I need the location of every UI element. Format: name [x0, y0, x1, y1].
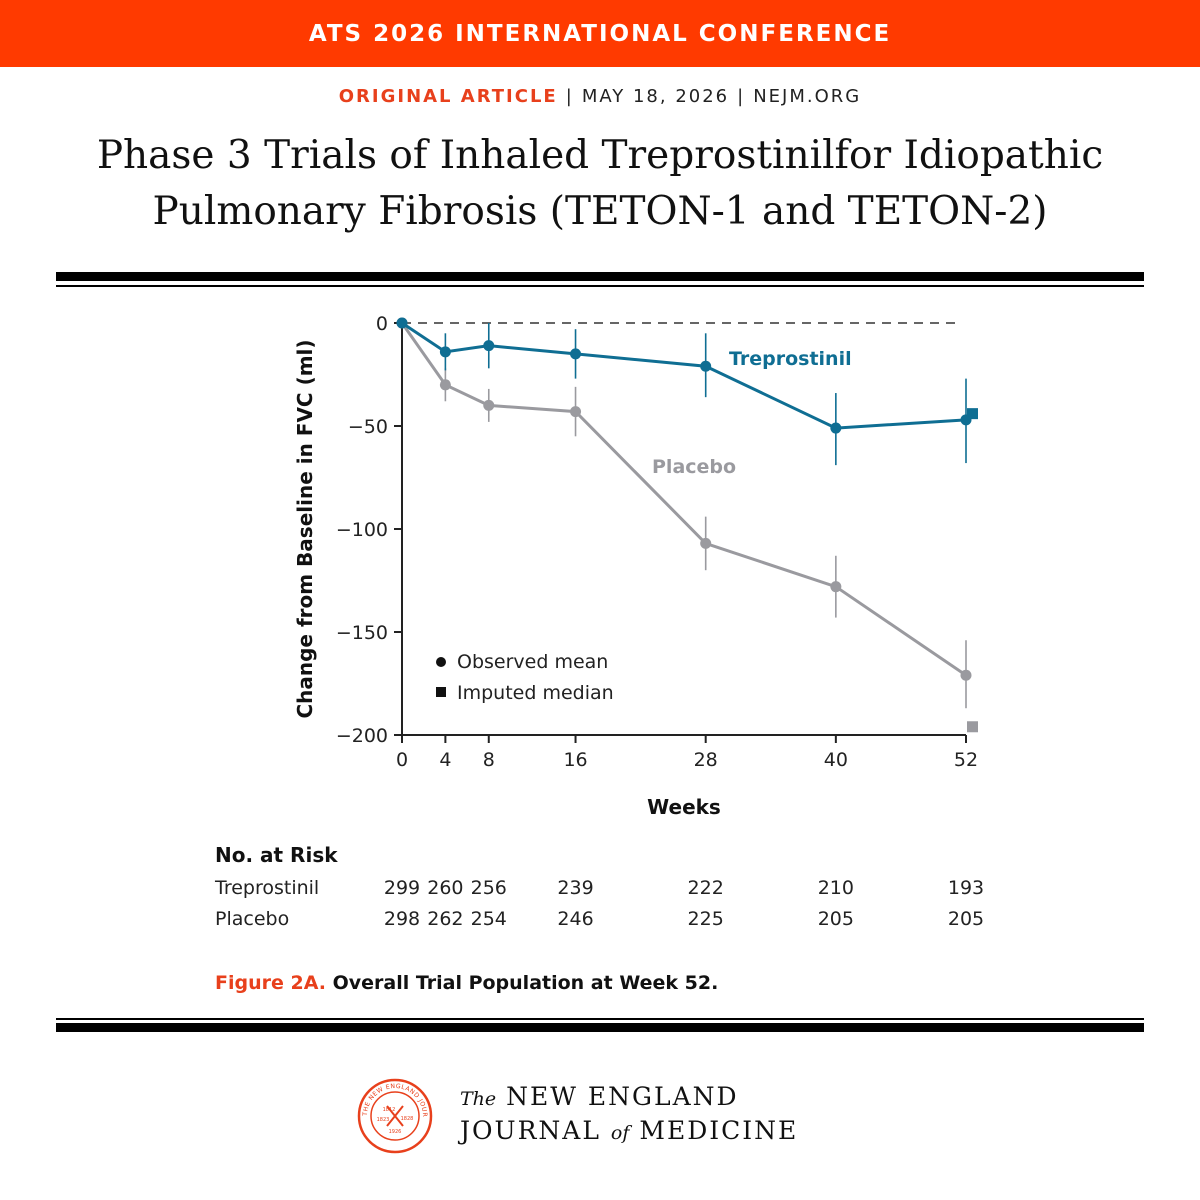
y-tick-label: −50 — [348, 416, 388, 438]
risk-row-placebo: Placebo 298 262 254 246 225 205 205 — [0, 908, 1200, 934]
meta-separator: | — [565, 86, 574, 107]
x-tick-label: 0 — [396, 749, 408, 771]
masthead-new-england: NEW ENGLAND — [506, 1082, 739, 1111]
series-label-placebo: Placebo — [652, 456, 736, 478]
masthead-line-1: The NEW ENGLAND — [460, 1082, 739, 1111]
bottom-rule-thick — [56, 1023, 1144, 1032]
point-treprostinil — [396, 317, 408, 329]
x-axis-label: Weeks — [647, 795, 721, 819]
y-axis-ticks: 0 −50 −100 −150 −200 — [336, 313, 402, 747]
risk-cell: 262 — [427, 908, 464, 930]
seal-year-bottom: 1926 — [389, 1129, 402, 1135]
imputed-median-placebo — [967, 721, 978, 733]
article-title: Phase 3 Trials of Inhaled Treprostinilfo… — [40, 128, 1160, 240]
x-tick-label: 28 — [694, 749, 718, 771]
meta-separator: | — [737, 86, 746, 107]
legend-observed-label: Observed mean — [457, 651, 608, 673]
x-tick-label: 40 — [824, 749, 848, 771]
title-line-1: Phase 3 Trials of Inhaled Treprostinilfo… — [96, 133, 1104, 178]
risk-cell: 193 — [947, 877, 985, 899]
risk-cell: 205 — [947, 908, 985, 930]
x-tick-label: 16 — [563, 749, 587, 771]
article-date: MAY 18, 2026 — [581, 86, 730, 107]
legend-imputed-label: Imputed median — [457, 682, 614, 704]
fvc-chart: 0 −50 −100 −150 −200 0 4 8 16 28 40 52 Change from… — [293, 313, 978, 819]
legend-imputed-marker — [436, 687, 446, 697]
point-treprostinil — [830, 422, 842, 434]
series-line-placebo — [400, 322, 967, 677]
x-tick-label: 8 — [483, 749, 495, 771]
risk-cell: 256 — [470, 877, 507, 899]
point-placebo — [830, 581, 842, 593]
series-layer — [396, 317, 978, 733]
risk-row-label: Placebo — [215, 908, 290, 930]
article-meta: ORIGINAL ARTICLE | MAY 18, 2026 | NEJM.ORG — [0, 86, 1200, 107]
seal-year-right: 1828 — [401, 1116, 414, 1122]
y-tick-label: −200 — [336, 725, 388, 747]
seal-inner-ring — [370, 1091, 420, 1141]
risk-cell: 225 — [687, 908, 724, 930]
bottom-rule-thin — [56, 1018, 1144, 1020]
series-label-treprostinil: Treprostinil — [729, 348, 852, 370]
risk-cell: 210 — [817, 877, 854, 899]
point-treprostinil — [483, 340, 495, 352]
top-rule-thick — [56, 272, 1144, 281]
conference-banner: ATS 2026 INTERNATIONAL CONFERENCE — [0, 0, 1200, 67]
seal-outer-ring — [357, 1078, 433, 1154]
figure-caption-text: Overall Trial Population at Week 52. — [326, 972, 719, 994]
point-placebo — [570, 406, 582, 418]
imputed-median-treprostinil — [967, 408, 978, 420]
nejm-seal-logo: THE NEW ENGLAND JOURNAL OF MEDICINE 1812… — [357, 1078, 433, 1154]
point-treprostinil — [570, 348, 582, 360]
risk-cell: 298 — [383, 908, 421, 930]
masthead-of: of — [610, 1122, 630, 1144]
masthead-journal: JOURNAL — [460, 1116, 601, 1145]
masthead-the: The — [460, 1088, 497, 1110]
risk-cell: 246 — [557, 908, 594, 930]
point-placebo — [700, 537, 712, 549]
series-placebo — [396, 317, 978, 733]
x-tick-label: 52 — [954, 749, 978, 771]
point-placebo — [439, 379, 451, 391]
y-tick-label: 0 — [376, 313, 388, 335]
masthead-medicine: MEDICINE — [639, 1116, 799, 1145]
seal-year-inner: 1823 — [377, 1117, 390, 1123]
risk-cell: 299 — [383, 877, 421, 899]
legend-observed-marker — [436, 657, 446, 667]
risk-row-label: Treprostinil — [215, 877, 320, 899]
risk-row-treprostinil: Treprostinil 299 260 256 239 222 210 193 — [0, 877, 1200, 903]
series-line-treprostinil — [401, 321, 967, 430]
point-treprostinil — [439, 346, 451, 358]
article-site: NEJM.ORG — [753, 86, 862, 107]
top-rule-thin — [56, 285, 1144, 287]
risk-cell: 260 — [427, 877, 464, 899]
risk-cell: 222 — [687, 877, 724, 899]
y-tick-label: −150 — [336, 622, 388, 644]
seal-emblem — [386, 1105, 404, 1127]
article-type: ORIGINAL ARTICLE — [338, 86, 558, 107]
banner-text: ATS 2026 INTERNATIONAL CONFERENCE — [308, 20, 892, 47]
y-axis-label: Change from Baseline in FVC (ml) — [293, 339, 317, 718]
figure-label: Figure 2A. — [215, 972, 326, 994]
risk-cell: 254 — [470, 908, 507, 930]
risk-table-title: No. at Risk — [215, 843, 338, 867]
masthead-line-2: JOURNAL of MEDICINE — [460, 1116, 798, 1145]
risk-cell: 205 — [817, 908, 854, 930]
chart-legend: Observed mean Imputed median — [436, 651, 614, 704]
point-treprostinil — [700, 360, 712, 372]
point-placebo — [960, 669, 972, 681]
figure-caption: Figure 2A. Overall Trial Population at W… — [215, 972, 718, 994]
y-tick-label: −100 — [336, 519, 388, 541]
x-tick-label: 4 — [439, 749, 451, 771]
x-axis-ticks: 0 4 8 16 28 40 52 — [396, 735, 978, 771]
series-treprostinil — [396, 317, 978, 466]
risk-cell: 239 — [557, 877, 594, 899]
title-line-2: Pulmonary Fibrosis (TETON-1 and TETON-2) — [152, 189, 1048, 234]
point-placebo — [483, 399, 495, 411]
